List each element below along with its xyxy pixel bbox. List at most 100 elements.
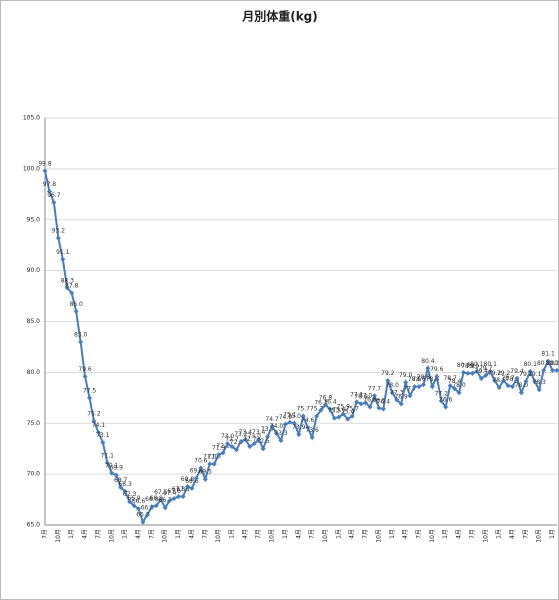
data-label: 77.7: [368, 385, 382, 392]
point-marker: [171, 496, 177, 502]
data-label: 80.2: [546, 360, 559, 367]
data-label: 71.1: [101, 452, 115, 459]
x-tick-label: 1月: [175, 529, 182, 539]
x-tick-label: 4月: [456, 529, 463, 539]
y-tick-label: 75.0: [27, 420, 41, 427]
data-label: 67.4: [163, 490, 177, 497]
x-tick-label: 1月: [68, 529, 75, 539]
data-label: 79.2: [497, 370, 511, 377]
point-marker: [274, 430, 280, 436]
point-marker: [287, 419, 293, 425]
data-label: 80.0: [457, 362, 471, 369]
data-label: 79.4: [510, 368, 524, 375]
point-marker: [371, 393, 377, 399]
point-marker: [385, 378, 391, 384]
data-label: 78.6: [408, 376, 422, 383]
x-tick-label: 10月: [215, 529, 222, 543]
point-marker: [425, 365, 431, 371]
y-tick-label: 105.0: [23, 115, 40, 122]
point-marker: [296, 431, 302, 437]
x-tick-label: 10月: [536, 529, 543, 543]
point-marker: [220, 450, 226, 456]
point-marker: [483, 372, 489, 378]
data-label: 68.8: [181, 476, 195, 483]
data-label: 65.3: [136, 511, 150, 518]
data-label: 67.8: [176, 486, 190, 493]
point-marker: [407, 393, 413, 399]
data-label: 72.5: [256, 438, 270, 445]
x-tick-label: 1月: [335, 529, 342, 539]
point-marker: [229, 444, 235, 450]
x-tick-label: 7月: [415, 529, 422, 539]
x-tick-label: 7月: [202, 529, 209, 539]
point-marker: [518, 390, 524, 396]
x-tick-label: 10月: [375, 529, 382, 543]
point-marker: [363, 400, 369, 406]
point-marker: [233, 447, 239, 453]
data-label: 88.3: [61, 277, 75, 284]
data-label: 77.3: [390, 389, 404, 396]
point-marker: [309, 434, 315, 440]
data-label: 78.3: [533, 379, 547, 386]
point-marker: [291, 420, 297, 426]
data-label: 79.2: [488, 370, 502, 377]
data-label: 71.0: [203, 453, 217, 460]
x-tick-label: 1月: [442, 529, 449, 539]
point-marker: [198, 465, 204, 471]
point-marker: [336, 414, 342, 420]
x-tick-label: 10月: [429, 529, 436, 543]
x-tick-label: 4月: [135, 529, 142, 539]
point-marker: [429, 384, 435, 390]
point-marker: [135, 506, 141, 512]
point-marker: [184, 483, 190, 489]
y-tick-label: 70.0: [27, 471, 41, 478]
x-tick-label: 10月: [322, 529, 329, 543]
data-label: 76.8: [319, 394, 333, 401]
data-label: 79.2: [381, 370, 395, 377]
y-tick-label: 80.0: [27, 369, 41, 376]
x-tick-label: 7月: [148, 529, 155, 539]
y-tick-label: 100.0: [23, 165, 40, 172]
point-marker: [269, 423, 275, 429]
point-marker: [501, 378, 507, 384]
data-label: 73.7: [261, 426, 275, 433]
point-marker: [180, 494, 186, 500]
x-tick-label: 7月: [362, 529, 369, 539]
point-marker: [265, 433, 271, 439]
data-label: 78.6: [426, 376, 440, 383]
point-marker: [78, 339, 84, 345]
point-marker: [403, 380, 409, 386]
point-marker: [158, 497, 164, 503]
data-label: 66.6: [132, 498, 146, 505]
point-marker: [376, 405, 382, 411]
point-marker: [242, 437, 248, 443]
point-marker: [541, 367, 547, 373]
data-label: 83.0: [74, 331, 88, 338]
data-label: 78.5: [492, 377, 506, 384]
data-label: 73.1: [96, 432, 110, 439]
data-label: 76.6: [439, 396, 453, 403]
point-marker: [461, 369, 467, 375]
x-tick-label: 4月: [295, 529, 302, 539]
point-marker: [532, 379, 538, 385]
point-marker: [358, 401, 364, 407]
data-label: 73.4: [252, 429, 266, 436]
data-label: 77.1: [350, 391, 364, 398]
point-marker: [46, 188, 52, 194]
data-label: 76.4: [323, 399, 337, 406]
point-marker: [389, 390, 395, 396]
data-label: 72.4: [230, 439, 244, 446]
data-label: 81.1: [541, 351, 555, 358]
data-label: 78.4: [448, 378, 462, 385]
point-marker: [104, 460, 110, 466]
point-marker: [412, 384, 418, 390]
data-label: 73.6: [305, 427, 319, 434]
x-tick-label: 7月: [95, 529, 102, 539]
x-tick-label: 4月: [509, 529, 516, 539]
data-label: 78.6: [506, 376, 520, 383]
x-tick-label: 10月: [55, 529, 62, 543]
point-marker: [514, 375, 520, 381]
data-label: 76.4: [377, 399, 391, 406]
point-marker: [438, 398, 444, 404]
data-label: 79.1: [519, 371, 533, 378]
